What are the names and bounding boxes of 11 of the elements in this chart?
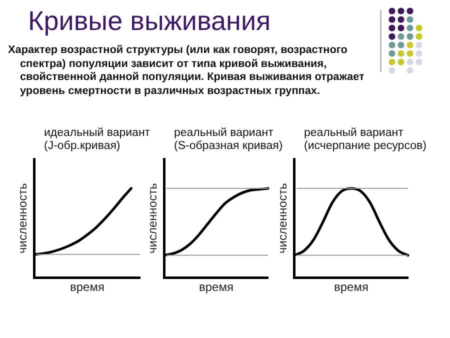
chart-title: реальный вариант (исчерпание ресурсов) (304, 127, 426, 154)
text: Кривые выживания (28, 6, 271, 37)
x-axis-title: время (70, 280, 104, 294)
y-axis-title: численность (16, 183, 30, 254)
chart-title: идеальный вариант (J-обр.кривая) (44, 127, 150, 154)
x-axis-title: время (198, 280, 234, 294)
y-axis-title: численность (276, 183, 290, 254)
text: Характер возрастной структуры (или как говорят, возрастного спектра) популяции зависит от типа кривой выживания, свойственной данной популяции. Кривая выживания отражает уровень смертности в различных возрастных группах. (8, 44, 366, 98)
chart-title: реальный вариант (S-образная кривая) (174, 127, 283, 154)
x-axis-title: время (334, 280, 368, 294)
y-axis-title: численность (146, 183, 160, 254)
